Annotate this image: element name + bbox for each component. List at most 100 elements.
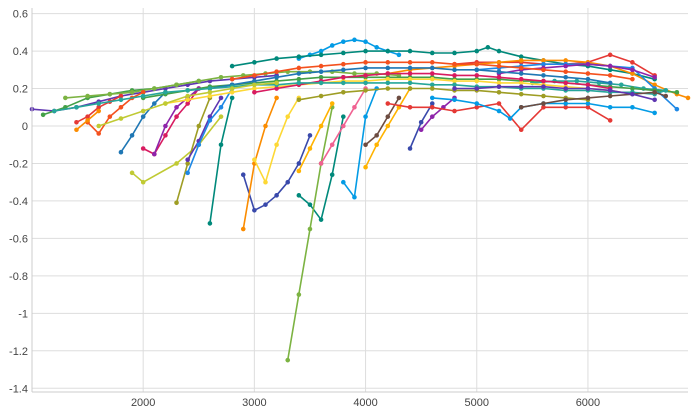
data-point (563, 63, 568, 69)
series-line (286, 107, 333, 361)
data-point (607, 80, 613, 86)
data-point (318, 63, 324, 69)
series-16 (240, 95, 279, 232)
data-point (296, 161, 302, 166)
data-point (296, 80, 302, 86)
data-point (252, 89, 257, 95)
data-point (429, 104, 435, 110)
data-point (152, 86, 157, 91)
data-point (63, 95, 68, 101)
data-point (285, 179, 291, 185)
data-point (363, 65, 368, 71)
data-point (652, 82, 657, 88)
data-point (429, 50, 435, 56)
data-point (40, 112, 46, 118)
data-point (229, 89, 235, 95)
data-point (296, 71, 302, 76)
data-point (229, 95, 235, 101)
data-point (185, 170, 190, 176)
data-point (363, 48, 368, 54)
data-point (174, 82, 179, 88)
series-line (521, 91, 667, 109)
data-point (496, 48, 502, 54)
data-point (674, 89, 680, 95)
data-point (374, 133, 379, 138)
series-line (498, 63, 655, 79)
data-point (229, 86, 235, 91)
data-point (429, 101, 435, 106)
data-point (496, 84, 502, 89)
series-23 (74, 108, 102, 133)
data-point (129, 89, 135, 95)
data-point (252, 82, 257, 88)
data-point (452, 82, 457, 88)
data-point (607, 104, 613, 110)
data-point (96, 123, 102, 129)
data-point (341, 61, 346, 67)
series-line (454, 85, 655, 101)
data-point (263, 123, 268, 129)
data-point (518, 76, 524, 82)
data-point (385, 123, 391, 129)
data-point (518, 84, 524, 89)
data-point (385, 101, 391, 106)
data-point (496, 101, 502, 106)
data-point (207, 93, 213, 99)
data-point (507, 116, 513, 121)
data-point (252, 78, 257, 84)
data-point (140, 93, 146, 99)
series-line (175, 97, 211, 204)
data-point (174, 114, 179, 119)
y-tick-label: -0.8 (9, 271, 28, 283)
data-point (474, 104, 480, 110)
series-line (65, 70, 399, 99)
data-point (518, 71, 524, 76)
data-point (407, 86, 413, 91)
series-line (342, 88, 378, 198)
series-31 (418, 95, 457, 133)
data-point (296, 168, 302, 174)
y-tick-label: -1.4 (9, 383, 28, 395)
data-point (452, 61, 457, 67)
data-point (407, 76, 413, 82)
data-point (207, 89, 213, 95)
data-point (607, 52, 613, 58)
data-point (496, 69, 502, 74)
data-point (218, 114, 224, 119)
data-point (152, 151, 157, 157)
data-point (541, 84, 546, 89)
data-point (252, 73, 257, 78)
data-point (630, 91, 635, 97)
data-point (274, 69, 279, 74)
data-point (307, 133, 313, 138)
data-point (563, 97, 568, 103)
y-tick-label: 0.6 (13, 9, 28, 21)
data-point (174, 161, 179, 166)
data-point (518, 80, 524, 86)
data-point (207, 118, 213, 123)
data-point (607, 88, 613, 93)
data-point (341, 179, 346, 185)
data-point (363, 114, 368, 119)
data-point (452, 50, 457, 56)
data-point (185, 157, 190, 163)
data-point (374, 142, 379, 148)
data-point (218, 75, 224, 80)
data-point (296, 292, 302, 297)
data-point (352, 194, 357, 200)
data-point (140, 108, 146, 114)
data-point (107, 91, 113, 97)
data-point (363, 39, 368, 45)
data-point (140, 114, 146, 119)
data-point (452, 73, 457, 78)
data-point (518, 104, 524, 110)
data-point (429, 76, 435, 82)
data-point (140, 179, 146, 185)
data-point (207, 86, 213, 91)
data-point (140, 89, 146, 95)
data-point (252, 60, 257, 65)
series-line (298, 103, 333, 172)
data-point (429, 86, 435, 91)
series-40 (229, 60, 635, 82)
series-3 (296, 37, 402, 61)
